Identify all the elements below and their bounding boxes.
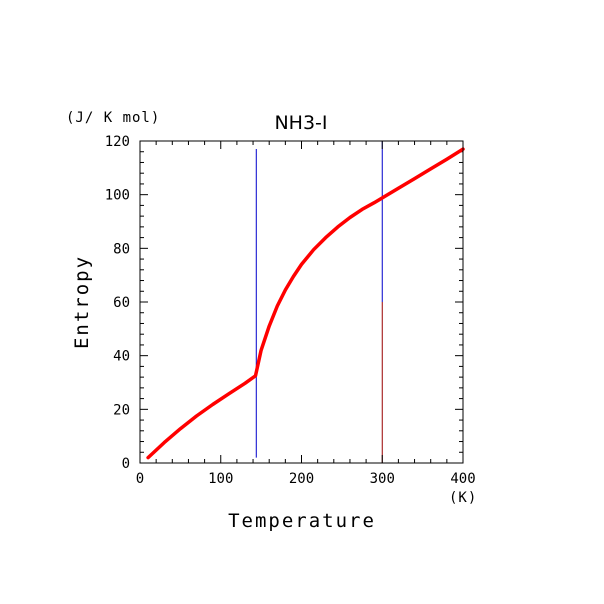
tick-labels: 0 100 200 300 400 0 20 40 60 80 100 120 [105, 134, 476, 487]
y-tick-label: 40 [113, 349, 130, 365]
y-tick-label: 120 [105, 134, 130, 150]
series-line-0 [146, 147, 465, 460]
x-axis-label: Temperature [228, 510, 376, 532]
y-tick-label: 0 [122, 456, 130, 472]
plot-frame [139, 140, 464, 464]
y-axis-label: Entropy [71, 255, 93, 349]
x-tick-label: 400 [450, 471, 475, 487]
y-unit-label: (J/ K mol) [66, 110, 160, 126]
y-tick-label: 20 [113, 402, 130, 418]
y-tick-label: 60 [113, 295, 130, 311]
x-tick-label: 300 [370, 471, 395, 487]
x-tick-label: 0 [136, 471, 144, 487]
x-tick-label: 200 [289, 471, 314, 487]
series-layer [146, 147, 465, 460]
transition-lines [255, 141, 383, 463]
y-tick-label: 100 [105, 188, 130, 204]
axis-ticks [139, 140, 464, 464]
x-unit-label: (K) [449, 490, 477, 506]
chart-title: NH3-I [274, 112, 327, 134]
y-tick-label: 80 [113, 241, 130, 257]
x-tick-label: 100 [208, 471, 233, 487]
